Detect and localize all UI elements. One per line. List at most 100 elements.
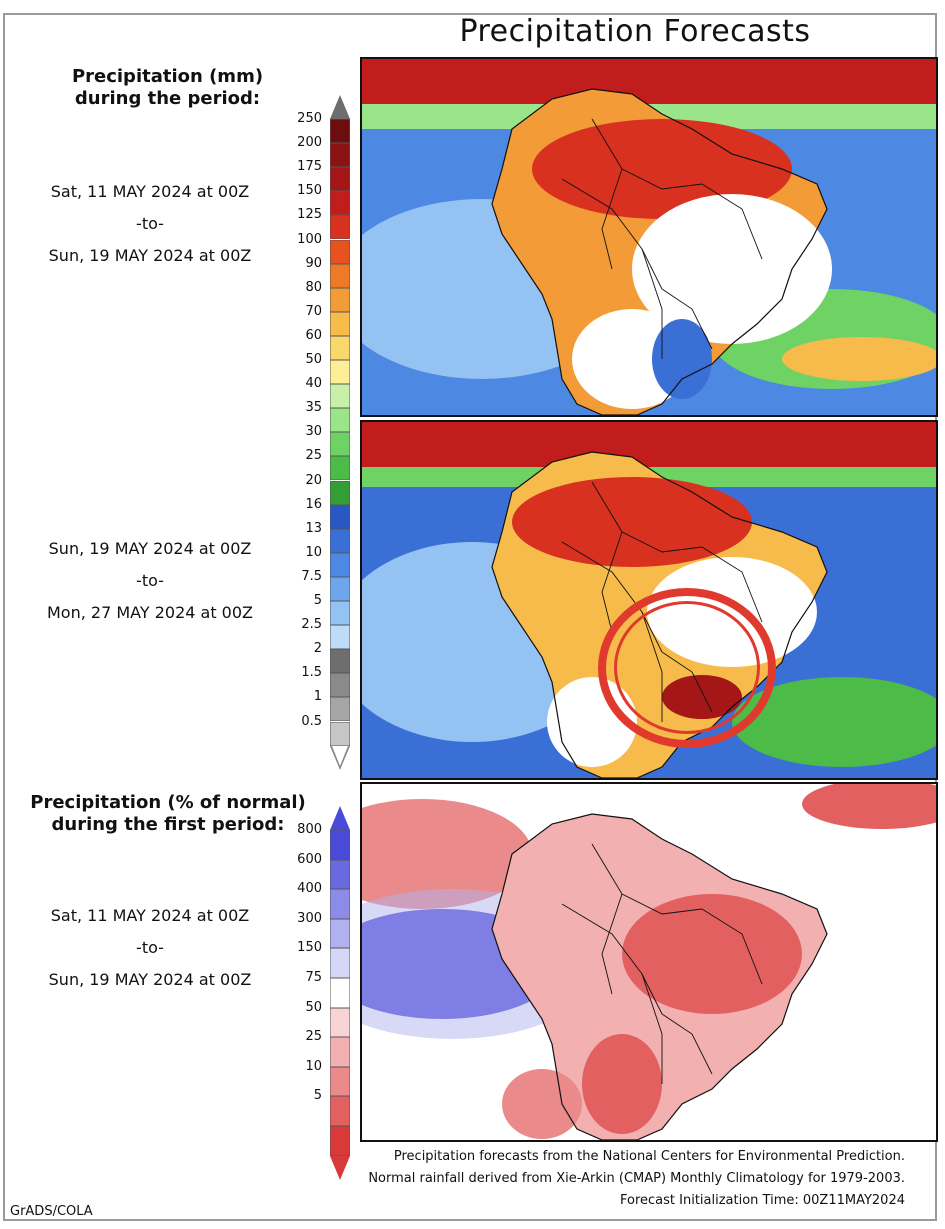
period-1-start: Sat, 11 MAY 2024 at 00Z [50, 182, 250, 201]
pct-colorbar-tick-label: 50 [305, 999, 322, 1015]
precip-colorbar-tick-label: 80 [305, 279, 322, 295]
precip-colorbar-tick-label: 1 [313, 689, 322, 705]
period-2-to: -to- [136, 571, 164, 590]
precip-colorbar-swatch [330, 480, 350, 505]
precip-legend-title: Precipitation (mm) during the period: [40, 66, 295, 110]
country-border [701, 183, 763, 260]
period-2-end: Mon, 27 MAY 2024 at 00Z [46, 603, 253, 622]
precip-colorbar-tick-label: 90 [305, 255, 322, 271]
precip-colorbar-tick-label: 30 [305, 424, 322, 440]
pct-colorbar-swatch [330, 859, 350, 890]
period-3-label: Sat, 11 MAY 2024 at 00Z -to- Sun, 19 MAY… [10, 900, 290, 996]
precip-colorbar-tick-label: 200 [297, 135, 322, 151]
precip-colorbar-swatch [330, 432, 350, 457]
precip-colorbar-swatch [330, 625, 350, 650]
pct-colorbar-tick-label: 600 [297, 851, 322, 867]
country-border [701, 908, 763, 985]
pct-colorbar-bottom-arrow [330, 1155, 350, 1180]
pct-colorbar-tick-label: 10 [305, 1058, 322, 1074]
map-panel-1 [360, 57, 938, 417]
precip-colorbar-swatch [330, 215, 350, 240]
coastline [491, 813, 828, 1140]
precip-colorbar-swatch [330, 335, 350, 360]
period-1-to: -to- [136, 214, 164, 233]
amazon-heavy [512, 477, 752, 567]
precip-colorbar-swatch [330, 191, 350, 216]
precip-legend-title-line1: Precipitation (mm) [71, 66, 264, 87]
precip-colorbar-swatch [330, 311, 350, 336]
precip-colorbar-tick-label: 175 [297, 159, 322, 175]
itcz-band [362, 422, 936, 467]
country-border [601, 168, 623, 270]
pct-colorbar-swatch [330, 1126, 350, 1156]
country-border [561, 903, 663, 1015]
period-1-label: Sat, 11 MAY 2024 at 00Z -to- Sun, 19 MAY… [10, 176, 290, 272]
precip-colorbar-swatch [330, 167, 350, 192]
grads-credit: GrADS/COLA [10, 1204, 93, 1219]
precip-colorbar-swatch [330, 239, 350, 264]
precip-colorbar-tick-label: 16 [305, 496, 322, 512]
precip-colorbar-swatch [330, 576, 350, 601]
precip-colorbar-swatch [330, 384, 350, 409]
precip-colorbar-swatch [330, 697, 350, 722]
pct-colorbar-swatch [330, 918, 350, 949]
precip-colorbar-tick-label: 7.5 [301, 568, 322, 584]
precip-colorbar-swatch [330, 721, 350, 746]
country-border [661, 1013, 713, 1075]
pct-colorbar-swatch [330, 1096, 350, 1126]
precip-colorbar-tick-label: 100 [297, 231, 322, 247]
pct-legend-title-line1: Precipitation (% of normal) [30, 792, 306, 813]
pct-colorbar-swatch [330, 1066, 350, 1097]
precip-colorbar-tick-label: 0.5 [301, 713, 322, 729]
itcz-band [362, 59, 936, 104]
pct-colorbar-swatch [330, 948, 350, 978]
amazon-heavy [532, 119, 792, 219]
precip-colorbar-swatch [330, 504, 350, 529]
precip-colorbar-tick-label: 25 [305, 448, 322, 464]
atlantic-band [732, 677, 936, 767]
precip-colorbar-swatch [330, 649, 350, 674]
pct-colorbar-top-arrow [330, 806, 350, 830]
precip-colorbar-tick-label: 70 [305, 303, 322, 319]
precip-colorbar-swatch [330, 601, 350, 626]
coastline [491, 88, 828, 415]
pct-colorbar-tick-label: 800 [297, 822, 322, 837]
map-panel-3 [360, 782, 938, 1142]
precip-colorbar-tick-label: 2 [313, 641, 322, 657]
pct-colorbar-swatch [330, 978, 350, 1008]
country-border [641, 248, 663, 359]
pct-colorbar-tick-label: 150 [297, 940, 322, 956]
pct-colorbar-tick-label: 5 [313, 1088, 322, 1104]
pct-normal-map [362, 784, 936, 1140]
country-border [601, 531, 623, 633]
argentina-deficit [582, 1034, 662, 1134]
footer-climatology: Normal rainfall derived from Xie-Arkin (… [368, 1171, 905, 1186]
annotation-circle-outer [598, 588, 776, 748]
south-brazil-rain [652, 319, 712, 399]
precip-legend-title-line2: during the period: [74, 88, 261, 109]
precip-colorbar-swatch [330, 408, 350, 433]
precip-colorbar-tick-label: 250 [297, 111, 322, 126]
figure-title: Precipitation Forecasts [459, 14, 811, 49]
period-2-start: Sun, 19 MAY 2024 at 00Z [48, 539, 252, 558]
precip-colorbar-tick-label: 50 [305, 352, 322, 367]
precip-colorbar-swatch [330, 456, 350, 481]
pct-colorbar-swatch [330, 889, 350, 919]
precip-colorbar-tick-label: 40 [305, 376, 322, 392]
period-1-end: Sun, 19 MAY 2024 at 00Z [48, 246, 252, 265]
country-border [591, 118, 703, 190]
precip-colorbar-swatch [330, 552, 350, 577]
precip-colorbar-swatch [330, 673, 350, 698]
country-border [641, 973, 663, 1084]
pct-legend-title-line2: during the first period: [51, 814, 285, 835]
precip-colorbar-swatch [330, 263, 350, 288]
precip-colorbar-tick-label: 60 [305, 327, 322, 343]
brazil-dry [632, 194, 832, 344]
precip-colorbar-swatch [330, 143, 350, 168]
precip-colorbar-bottom-arrow-fill [332, 745, 348, 766]
pct-colorbar-swatch [330, 1007, 350, 1038]
pct-colorbar-tick-label: 25 [305, 1029, 322, 1045]
pct-colorbar-tick-label: 300 [297, 910, 322, 926]
atlantic-heavy-band [782, 337, 936, 381]
brazil-deficit [622, 894, 802, 1014]
